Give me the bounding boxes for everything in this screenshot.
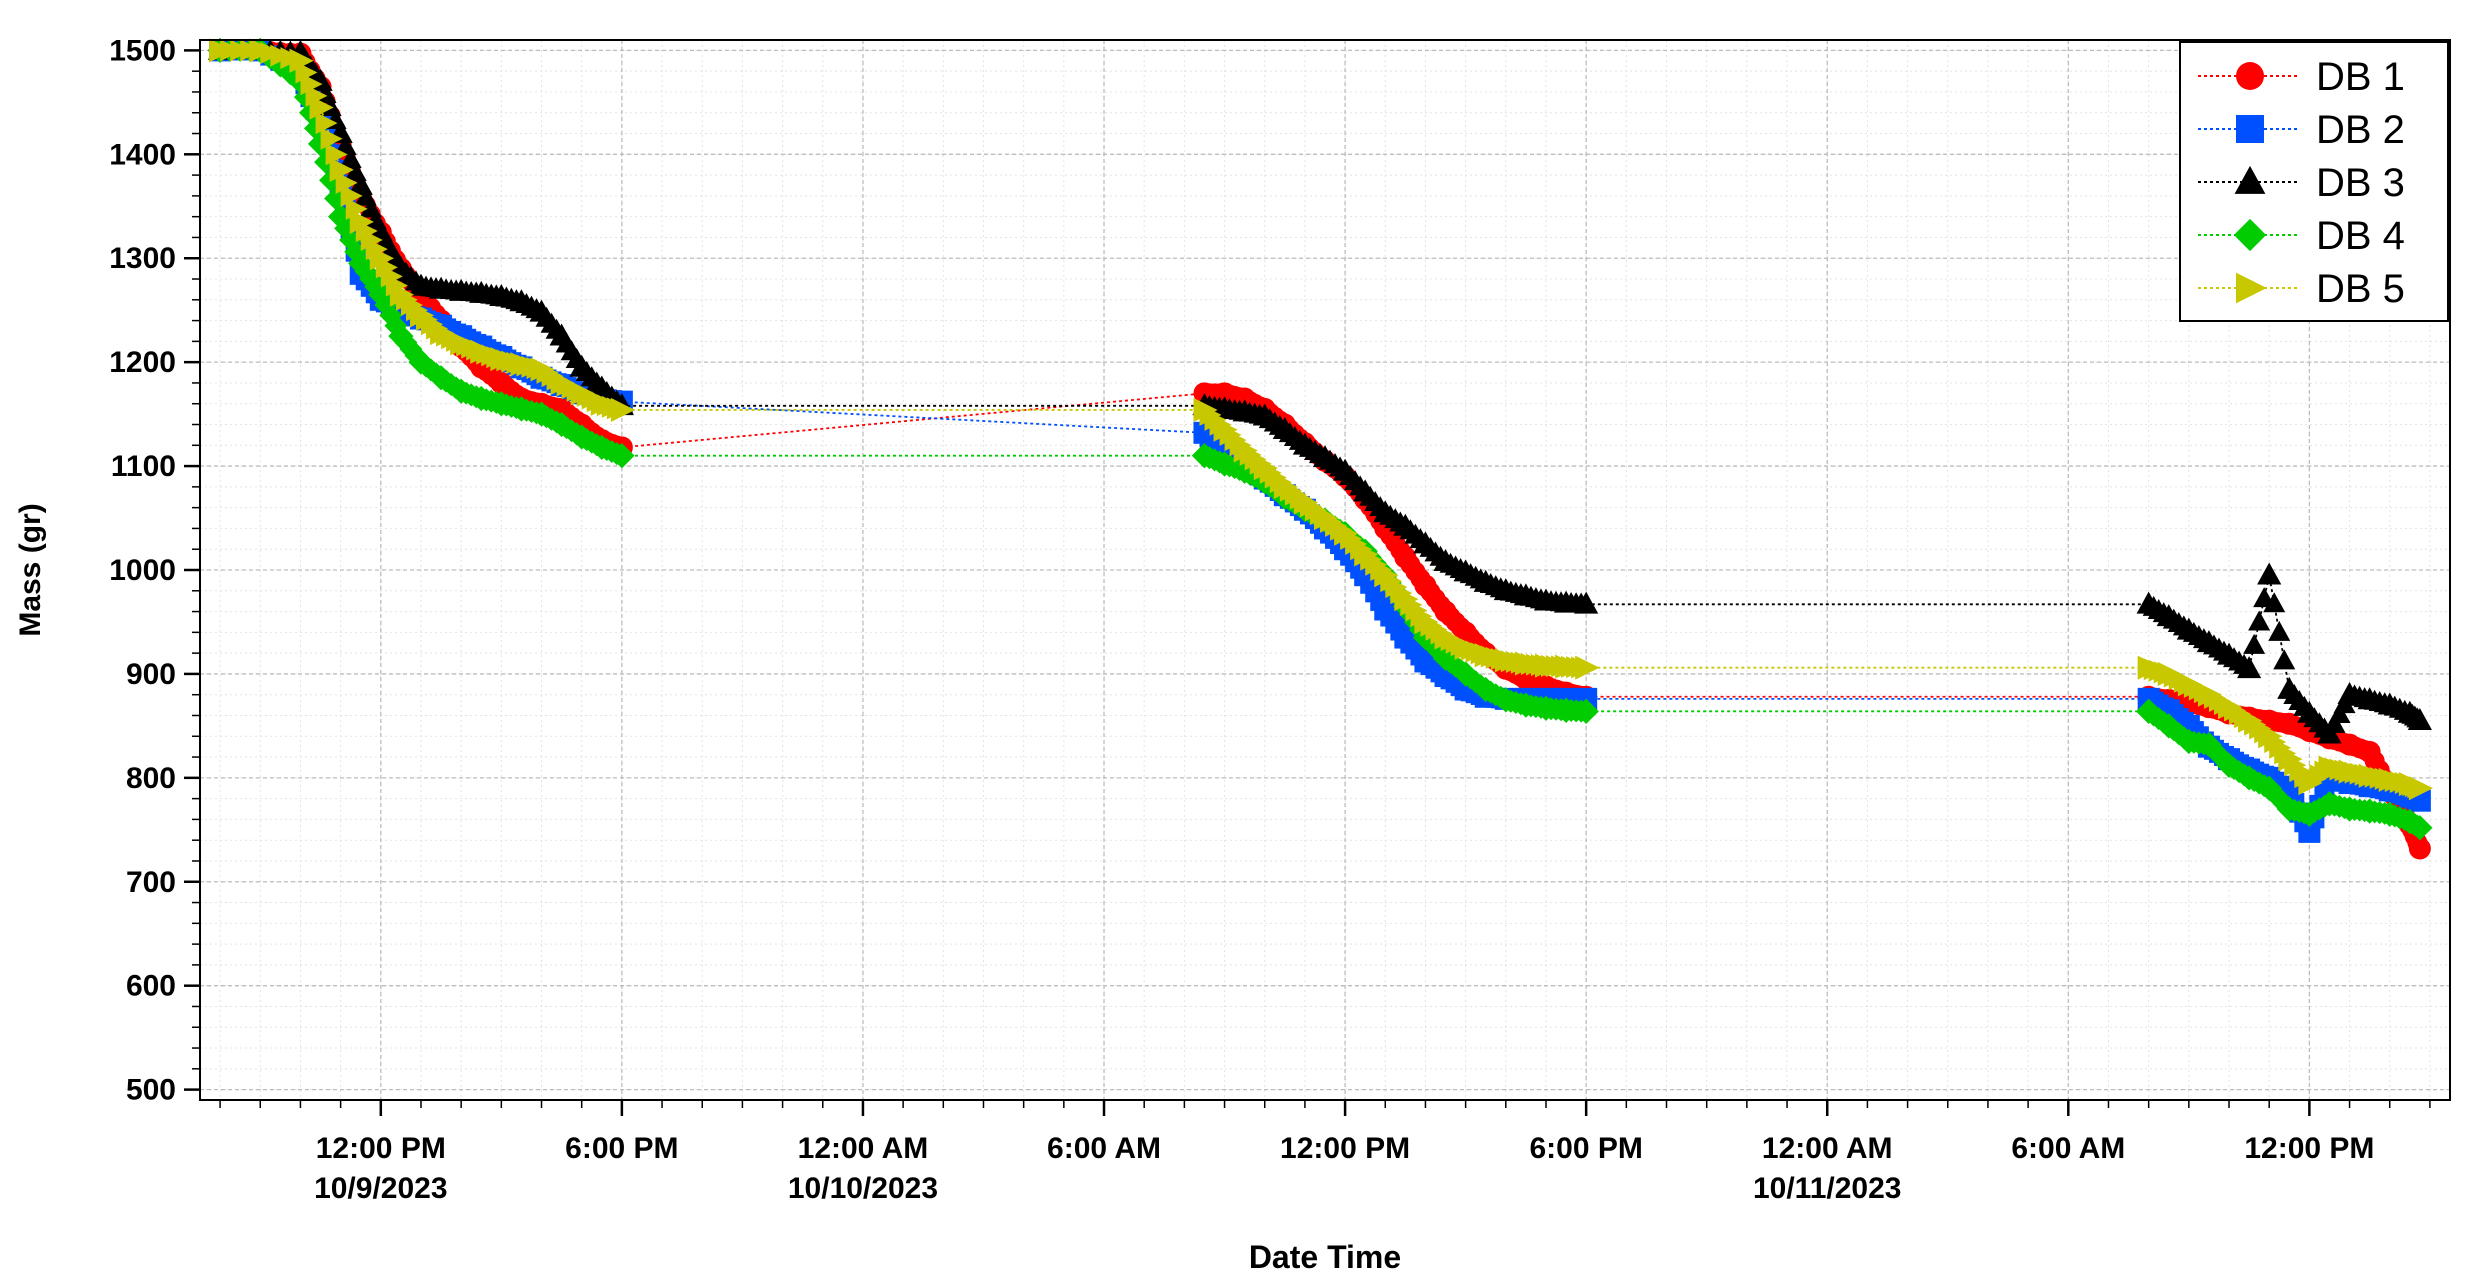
y-tick-label: 1000 <box>109 554 176 587</box>
data-point-fill <box>2263 592 2286 613</box>
y-tick-label: 1200 <box>109 346 176 379</box>
axes: 500 600 700 800 900 1000 1100 1200 1300 1400 1500 1… <box>109 34 2431 1205</box>
x-tick-label: 6:00 AM <box>1047 1132 1161 1165</box>
x-tick-label: 12:00 AM <box>798 1132 929 1165</box>
data-point <box>2407 815 2433 841</box>
legend-marker <box>2236 272 2267 304</box>
x-tick-sublabel: 10/9/2023 <box>314 1172 447 1205</box>
data-point <box>307 131 334 157</box>
legend-entry: DB 4 <box>2198 214 2405 258</box>
legend-entry: DB 3 <box>2198 161 2405 205</box>
data-point-fill <box>2243 633 2266 654</box>
y-tick-label: 500 <box>126 1074 176 1107</box>
y-tick-label: 800 <box>126 762 176 795</box>
x-tick-label: 12:00 PM <box>2244 1132 2374 1165</box>
plot-frame <box>199 39 2451 1101</box>
x-tick-label: 6:00 PM <box>565 1132 678 1165</box>
x-tick-label: 12:00 AM <box>1762 1132 1893 1165</box>
data-point-fill <box>2248 610 2271 631</box>
series-db-5 <box>209 38 2434 801</box>
data-point <box>368 281 394 308</box>
data-point <box>2408 837 2431 860</box>
grid <box>200 40 2450 1100</box>
legend-box <box>2179 41 2449 322</box>
series-layer <box>207 37 2434 860</box>
y-tick-label: 600 <box>126 970 176 1003</box>
legend-label: DB 4 <box>2316 214 2405 258</box>
x-tick-label: 12:00 PM <box>316 1132 446 1165</box>
y-tick-label: 1400 <box>109 138 176 171</box>
legend-marker <box>2233 218 2267 252</box>
legend-marker <box>2236 115 2264 143</box>
x-tick-sublabel: 10/10/2023 <box>788 1172 938 1205</box>
data-point-fill <box>2268 620 2291 641</box>
data-point <box>2237 656 2262 679</box>
data-point <box>1575 655 1600 680</box>
legend-marker <box>2236 62 2264 90</box>
data-point <box>2407 708 2432 731</box>
legend-entry: DB 2 <box>2198 108 2405 152</box>
legend-marker <box>2234 165 2266 194</box>
legend-entry: DB 1 <box>2198 55 2405 99</box>
data-point <box>610 397 636 423</box>
data-point <box>1574 591 1599 614</box>
y-axis-title: Mass (gr) <box>14 503 47 636</box>
legend-label: DB 2 <box>2316 108 2405 152</box>
x-tick-sublabel: 10/11/2023 <box>1753 1172 1902 1205</box>
data-point <box>1573 698 1599 724</box>
series-db-3 <box>207 37 2432 744</box>
x-tick-label: 12:00 PM <box>1280 1132 1410 1165</box>
y-tick-label: 1100 <box>111 450 176 483</box>
data-point-fill <box>2273 649 2296 670</box>
y-tick-label: 700 <box>126 866 176 899</box>
data-point <box>2257 562 2282 585</box>
legend-label: DB 5 <box>2316 267 2405 311</box>
y-tick-label: 1300 <box>109 242 176 275</box>
x-tick-label: 6:00 AM <box>2011 1132 2125 1165</box>
legend-label: DB 1 <box>2316 55 2405 99</box>
y-tick-label: 1500 <box>109 34 176 67</box>
x-tick-label: 6:00 PM <box>1529 1132 1642 1165</box>
legend-entry: DB 5 <box>2198 267 2405 311</box>
data-point <box>2408 776 2434 801</box>
legend-label: DB 3 <box>2316 161 2405 205</box>
legend: DB 1 DB 2 DB 3 DB 4 DB 5 <box>2179 41 2449 322</box>
data-point <box>609 443 635 469</box>
y-tick-label: 900 <box>126 658 176 691</box>
x-axis-title: Date Time <box>1249 1239 1401 1275</box>
data-point <box>327 204 354 230</box>
